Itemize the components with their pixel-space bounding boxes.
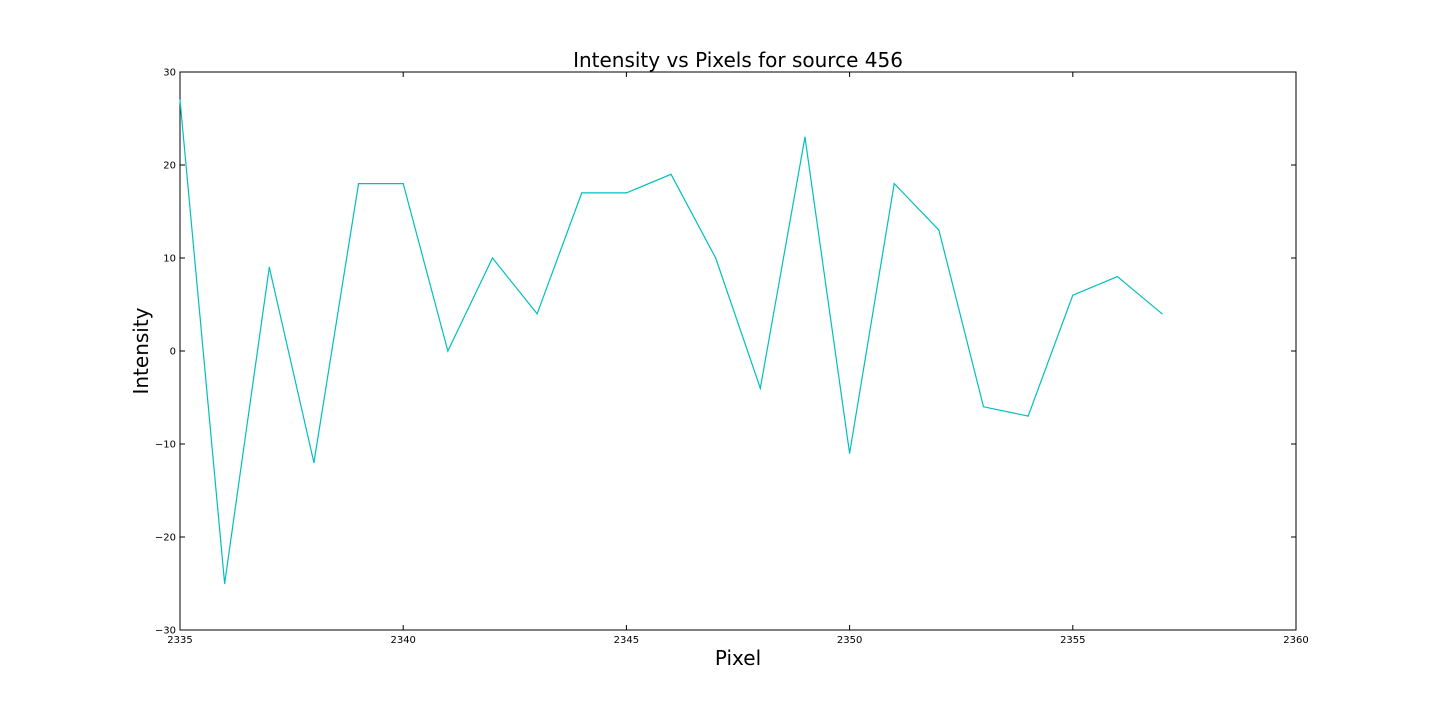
x-tick-label: 2355: [1060, 635, 1085, 646]
series-points: [179, 99, 1163, 585]
data-point: [581, 192, 583, 194]
data-point: [893, 183, 895, 185]
data-point: [625, 192, 628, 194]
chart-title: Intensity vs Pixels for source 456: [573, 48, 903, 72]
data-point: [804, 136, 806, 138]
y-tick-label: 20: [163, 161, 176, 172]
data-point: [715, 257, 717, 259]
x-tick-label: 2335: [167, 635, 192, 646]
data-point: [1027, 415, 1029, 417]
data-point: [670, 173, 672, 175]
axes-frame: [179, 71, 1297, 631]
x-tick-label: 2360: [1283, 635, 1308, 646]
x-axis-label: Pixel: [714, 646, 762, 670]
data-point: [313, 462, 315, 464]
y-tick-label: −30: [155, 626, 176, 637]
y-tick-label: −20: [155, 533, 176, 544]
axis-ticks: 2335 2340 2345 2350 2355 2360 30 20 10 0 −10 −20 −30: [155, 68, 1309, 647]
y-tick-label: 0: [170, 347, 176, 358]
data-point: [536, 313, 538, 315]
data-point: [759, 387, 761, 389]
data-point: [938, 229, 940, 231]
data-point: [268, 266, 270, 268]
y-tick-label: 30: [163, 68, 176, 79]
data-point: [982, 406, 985, 408]
data-point: [849, 452, 851, 454]
data-point: [179, 99, 181, 101]
data-point: [491, 257, 494, 259]
y-tick-label: 10: [163, 254, 176, 265]
x-tick-label: 2340: [390, 635, 415, 646]
data-point: [357, 183, 360, 185]
data-point: [402, 183, 404, 185]
data-point: [1116, 276, 1119, 278]
y-tick-label: −10: [155, 440, 176, 451]
series-line: [179, 99, 1163, 584]
x-tick-label: 2345: [614, 635, 639, 646]
data-point: [224, 582, 226, 585]
data-point: [447, 350, 449, 352]
x-tick-label: 2350: [837, 635, 862, 646]
data-point: [1072, 294, 1074, 296]
data-point: [1161, 313, 1163, 315]
